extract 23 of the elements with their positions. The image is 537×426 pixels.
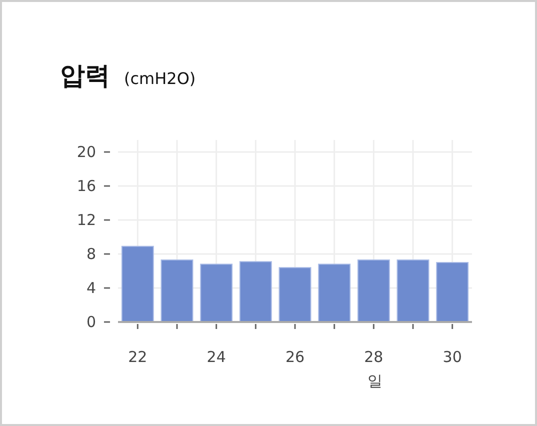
x-tick-label: 26 xyxy=(285,348,305,366)
bar xyxy=(239,261,272,322)
bar xyxy=(357,259,390,322)
bar xyxy=(318,264,351,322)
bar xyxy=(396,259,430,322)
x-tick-label: 30 xyxy=(442,348,462,366)
bar xyxy=(278,267,312,322)
bar xyxy=(121,246,154,322)
bar xyxy=(160,259,194,322)
x-axis-title: 일 xyxy=(368,372,382,390)
bar xyxy=(200,264,233,322)
y-tick-label: 12 xyxy=(76,211,96,229)
y-tick-label: 20 xyxy=(76,143,96,161)
x-tick-label: 24 xyxy=(206,348,226,366)
y-tick-label: 0 xyxy=(86,313,96,331)
y-tick-label: 4 xyxy=(86,279,96,297)
bar xyxy=(436,262,469,322)
x-tick-label: 28 xyxy=(364,348,384,366)
chart-title: 압력 xyxy=(60,61,110,90)
y-tick-label: 8 xyxy=(86,245,96,263)
x-tick-label: 22 xyxy=(128,348,148,366)
y-axis-title: (cmH2O) xyxy=(124,69,196,88)
y-tick-label: 16 xyxy=(76,177,96,195)
